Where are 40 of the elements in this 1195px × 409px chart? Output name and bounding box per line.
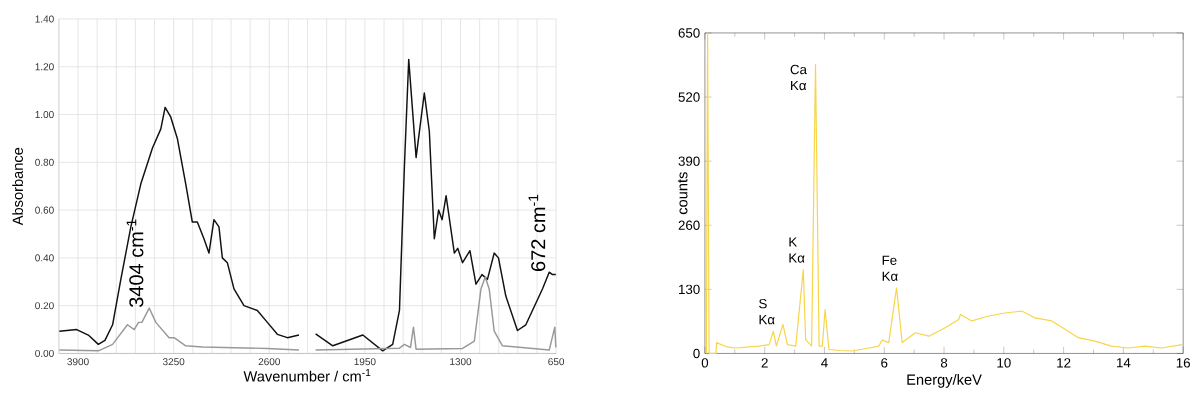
x-axis-title: Wavenumber / cm$^{-1}$ (243, 368, 371, 382)
x-axis-title: Energy/keV (907, 373, 982, 388)
annotation: K Kα (789, 237, 805, 263)
x-tick-label: 2 (761, 357, 768, 368)
y-tick-label: 0.40 (35, 254, 54, 262)
y-tick-label: 0.60 (35, 206, 54, 214)
y-tick-label: 1.00 (35, 110, 54, 118)
annotation: 672 cm$^{-1}$ (528, 194, 546, 271)
y-tick-label: 0.80 (35, 158, 54, 166)
x-tick-label: 6 (881, 357, 888, 368)
y-tick-label: 650 (678, 28, 700, 38)
x-tick-label: 16 (1176, 357, 1190, 368)
y-tick-label: 0.00 (35, 349, 54, 357)
x-tick-label: 650 (548, 357, 565, 366)
x-tick-label: 3250 (162, 357, 185, 366)
x-tick-label: 1950 (354, 357, 376, 366)
y-tick-label: 1.40 (35, 15, 54, 23)
annotation: 3404 cm$^{-1}$ (126, 219, 144, 307)
y-axis-title: counts (677, 171, 688, 214)
y-axis-title: Absorbance (12, 147, 23, 226)
y-tick-label: 1.20 (35, 63, 54, 71)
x-tick-label: 3900 (67, 357, 89, 366)
annotation: Ca Kα (790, 64, 807, 90)
x-tick-label: 4 (821, 357, 828, 368)
y-tick-label: 390 (678, 156, 700, 166)
x-tick-label: 14 (1117, 357, 1131, 368)
annotation: Fe Kα (882, 255, 898, 281)
x-tick-label: 10 (997, 357, 1011, 368)
y-tick-label: 520 (678, 92, 700, 102)
y-tick-label: 0 (693, 348, 700, 358)
x-tick-label: 1300 (450, 357, 472, 366)
x-tick-label: 2600 (258, 357, 280, 366)
annotation: S Kα (759, 298, 775, 325)
y-tick-label: 0.20 (35, 301, 54, 310)
y-tick-label: 130 (679, 284, 700, 294)
y-tick-label: 260 (678, 220, 700, 230)
x-tick-label: 8 (940, 357, 948, 368)
x-tick-label: 12 (1057, 357, 1071, 368)
line-series (705, 32, 1183, 354)
x-tick-label: 0 (701, 357, 709, 368)
